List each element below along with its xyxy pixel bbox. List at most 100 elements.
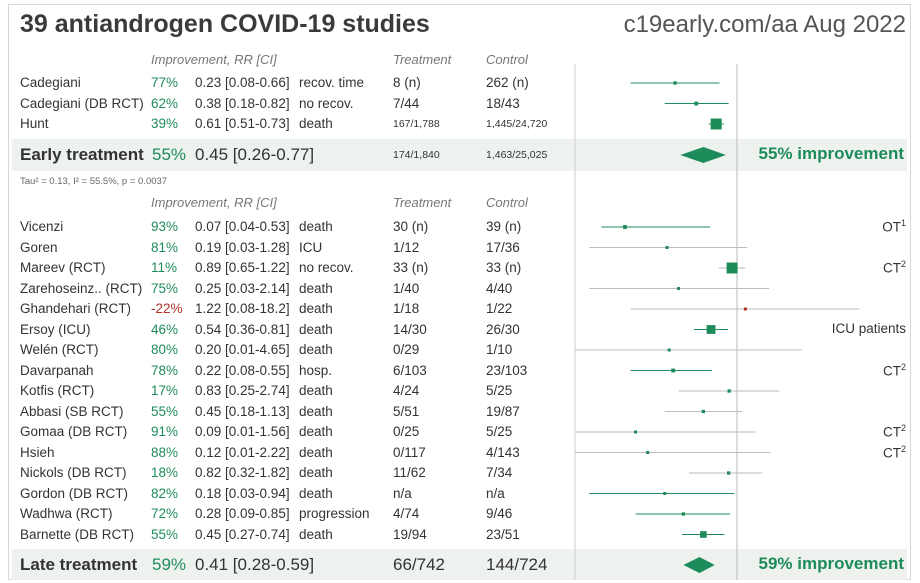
study-control: 23/51 bbox=[486, 526, 520, 542]
header-improvement: Improvement, RR [CI] bbox=[151, 52, 277, 67]
study-name: Abbasi (SB RCT) bbox=[20, 403, 124, 419]
point-estimate bbox=[710, 118, 722, 130]
study-improvement: 39% bbox=[151, 116, 179, 131]
study-control: 23/103 bbox=[486, 362, 528, 378]
study-name: Nickols (DB RCT) bbox=[20, 465, 127, 480]
study-treatment: 0/25 bbox=[393, 424, 420, 439]
point-estimate bbox=[727, 389, 731, 393]
study-name: Cadegiani bbox=[20, 75, 81, 90]
study-note-sup: 2 bbox=[900, 361, 906, 372]
page-title: 39 antiandrogen COVID-19 studies bbox=[20, 10, 430, 38]
study-outcome: death bbox=[299, 280, 333, 296]
study-improvement: 46% bbox=[151, 321, 179, 337]
study-row: Cadegiani (DB RCT) 62% 0.38 [0.18-0.82] no … bbox=[0, 94, 575, 114]
study-control: 262 (n) bbox=[486, 75, 529, 90]
point-estimate bbox=[701, 409, 706, 414]
late-label: Late treatment bbox=[20, 555, 138, 574]
study-note-sup: 1 bbox=[900, 218, 906, 228]
late-control: 144/724 bbox=[486, 555, 548, 574]
study-note: OT1 bbox=[882, 218, 906, 235]
point-estimate bbox=[634, 430, 638, 434]
study-row: Cadegiani 77% 0.23 [0.08-0.66] recov. time 8… bbox=[0, 73, 575, 93]
study-improvement: 11% bbox=[151, 260, 178, 275]
study-treatment: 1/40 bbox=[393, 280, 420, 296]
study-treatment: 0/117 bbox=[393, 444, 426, 460]
study-row: Kotfis (RCT) 17% 0.83 [0.25-2.74] death 4/24… bbox=[0, 381, 575, 401]
study-treatment: 8 (n) bbox=[393, 75, 421, 90]
study-rr: 0.83 [0.25-2.74] bbox=[195, 383, 290, 398]
study-control: 4/40 bbox=[486, 280, 513, 296]
point-estimate bbox=[673, 81, 677, 85]
study-name: Barnette (DB RCT) bbox=[20, 526, 135, 542]
study-row: Gomaa (DB RCT) 91% 0.09 [0.01-1.56] death 0/… bbox=[0, 422, 575, 442]
study-treatment: 167/1,788 bbox=[393, 118, 440, 130]
study-outcome: death bbox=[299, 424, 333, 439]
study-row: Goren 81% 0.19 [0.03-1.28] ICU 1/12 17/36 bbox=[0, 238, 575, 258]
early-summary-row: Early treatment 55% 0.45 [0.26-0.77] 174… bbox=[0, 141, 575, 169]
study-improvement: 17% bbox=[151, 383, 179, 398]
study-outcome: ICU bbox=[299, 239, 323, 255]
study-row: Wadhwa (RCT) 72% 0.28 [0.09-0.85] progressi… bbox=[0, 504, 575, 524]
study-improvement: 91% bbox=[151, 424, 179, 439]
study-outcome: death bbox=[299, 485, 333, 501]
early-improvement: 55% bbox=[152, 145, 187, 164]
study-improvement: 75% bbox=[151, 280, 179, 296]
early-treatment: 174/1,840 bbox=[393, 149, 440, 161]
point-estimate bbox=[667, 348, 671, 352]
study-rr: 0.18 [0.03-0.94] bbox=[195, 485, 290, 501]
study-outcome: no recov. bbox=[299, 260, 354, 275]
study-rr: 0.28 [0.09-0.85] bbox=[195, 506, 290, 521]
study-improvement: 93% bbox=[151, 219, 179, 234]
study-improvement: 72% bbox=[151, 506, 179, 521]
study-rr: 0.22 [0.08-0.55] bbox=[195, 362, 290, 378]
study-outcome: death bbox=[299, 301, 333, 316]
study-improvement: 62% bbox=[151, 95, 179, 111]
study-row: Zarehoseinz.. (RCT) 75% 0.25 [0.03-2.14] de… bbox=[0, 279, 575, 299]
study-outcome: death bbox=[299, 116, 333, 131]
study-control: 7/34 bbox=[486, 465, 513, 480]
study-rr: 0.89 [0.65-1.22] bbox=[195, 260, 290, 275]
study-control: 39 (n) bbox=[486, 219, 522, 234]
study-row: Welén (RCT) 80% 0.20 [0.01-4.65] death 0/29 1… bbox=[0, 340, 575, 360]
study-name: Mareev (RCT) bbox=[20, 260, 106, 275]
late-improvement: 59% bbox=[152, 555, 187, 574]
study-note-text: CT bbox=[882, 363, 901, 378]
study-name: Vicenzi bbox=[20, 219, 64, 234]
study-row: Abbasi (SB RCT) 55% 0.45 [0.18-1.13] death 5… bbox=[0, 402, 575, 422]
study-rr: 0.54 [0.36-0.81] bbox=[195, 321, 290, 337]
study-control: 17/36 bbox=[486, 239, 520, 255]
study-name: Wadhwa (RCT) bbox=[20, 506, 113, 521]
study-row: Hsieh 88% 0.12 [0.01-2.22] death 0/117 4/143 bbox=[0, 443, 575, 463]
study-note: ICU patients bbox=[832, 321, 906, 336]
study-row: Ersoy (ICU) 46% 0.54 [0.36-0.81] death 14/30… bbox=[0, 320, 575, 340]
study-control: 33 (n) bbox=[486, 260, 522, 275]
point-estimate bbox=[646, 451, 650, 454]
study-rr: 1.22 [0.08-18.2] bbox=[195, 301, 290, 316]
late-treatment: 66/742 bbox=[393, 555, 445, 574]
study-control: 26/30 bbox=[486, 321, 520, 337]
study-note-sup: 2 bbox=[900, 259, 906, 269]
study-improvement: 81% bbox=[151, 239, 179, 255]
study-treatment: n/a bbox=[393, 485, 412, 501]
study-treatment: 6/103 bbox=[393, 362, 427, 378]
study-treatment: 4/74 bbox=[393, 506, 420, 521]
study-outcome: death bbox=[299, 526, 333, 542]
study-row: Davarpanah 78% 0.22 [0.08-0.55] hosp. 6/103 2… bbox=[0, 361, 575, 381]
study-name: Davarpanah bbox=[20, 362, 94, 378]
late-summary-row: Late treatment 59% 0.41 [0.28-0.59] 66/7… bbox=[0, 551, 575, 579]
early-rr: 0.45 [0.26-0.77] bbox=[195, 145, 315, 164]
summary-diamond bbox=[680, 147, 726, 163]
study-note-text: OT bbox=[882, 219, 901, 235]
study-outcome: no recov. bbox=[299, 95, 354, 111]
study-rr: 0.12 [0.01-2.22] bbox=[195, 444, 290, 460]
study-note: CT2 bbox=[883, 259, 906, 276]
study-rr: 0.07 [0.04-0.53] bbox=[195, 219, 290, 234]
header-control: Control bbox=[486, 52, 528, 67]
study-rr: 0.20 [0.01-4.65] bbox=[195, 342, 290, 357]
point-estimate bbox=[681, 512, 686, 516]
study-note-sup: 2 bbox=[900, 423, 906, 433]
study-rr: 0.45 [0.18-1.13] bbox=[195, 403, 290, 419]
study-outcome: death bbox=[299, 465, 333, 480]
study-row: Nickols (DB RCT) 18% 0.82 [0.32-1.82] death… bbox=[0, 463, 575, 483]
